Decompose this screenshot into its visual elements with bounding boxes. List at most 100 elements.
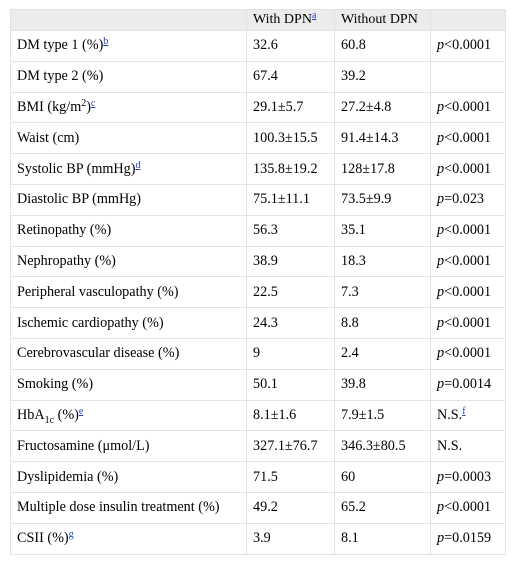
- cell-p-value: p=0.0159: [430, 522, 506, 555]
- cell-without-dpn: 35.1: [334, 214, 431, 247]
- cell-variable: Fructosamine (μmol/L): [10, 430, 247, 463]
- table-row: Cerebrovascular disease (%) 9 2.4 p<0.0001: [10, 337, 506, 370]
- row-label: DM type 1 (%): [17, 37, 104, 54]
- footnote-link-f[interactable]: f: [462, 405, 466, 417]
- table-row: DM type 2 (%) 67.4 39.2: [10, 60, 506, 93]
- cell-variable: Cerebrovascular disease (%): [10, 337, 247, 370]
- cell-variable: DM type 2 (%): [10, 60, 247, 93]
- cell-variable: HbA1c (%)e: [10, 399, 247, 432]
- cell-without-dpn: 73.5±9.9: [334, 183, 431, 216]
- header-empty: [10, 9, 247, 31]
- cell-without-dpn: 60.8: [334, 30, 431, 62]
- row-label: BMI (kg/m: [17, 98, 82, 115]
- row-label: HbA: [17, 406, 45, 423]
- cell-without-dpn: 27.2±4.8: [334, 91, 431, 124]
- row-label-tail: (%): [54, 406, 79, 423]
- footnote-link-e[interactable]: e: [78, 405, 84, 417]
- cell-without-dpn: 39.2: [334, 60, 431, 93]
- footnote-link-d[interactable]: d: [135, 159, 141, 171]
- cell-p-value: p=0.0014: [430, 368, 506, 401]
- p-value: <0.0001: [444, 37, 492, 54]
- cell-without-dpn: 8.1: [334, 522, 431, 555]
- cell-without-dpn: 65.2: [334, 491, 431, 524]
- p-value: =0.023: [444, 191, 485, 208]
- header-without-dpn: Without DPN: [334, 9, 431, 31]
- p-value: N.S.: [437, 406, 463, 423]
- cell-with-dpn: 75.1±11.1: [246, 183, 335, 216]
- cell-without-dpn: 91.4±14.3: [334, 122, 431, 155]
- cell-without-dpn: 128±17.8: [334, 153, 431, 185]
- table-row: CSII (%)g 3.9 8.1 p=0.0159: [10, 522, 506, 555]
- cell-variable: CSII (%)g: [10, 522, 247, 555]
- table-row: Nephropathy (%) 38.9 18.3 p<0.0001: [10, 245, 506, 278]
- p-value: <0.0001: [444, 222, 492, 239]
- p-symbol: p: [437, 530, 445, 547]
- cell-p-value: p=0.0003: [430, 461, 506, 493]
- comparison-table: With DPNa Without DPN DM type 1 (%)b 32.6…: [10, 9, 506, 555]
- cell-without-dpn: 18.3: [334, 245, 431, 278]
- table-body: DM type 1 (%)b 32.6 60.8 p<0.0001 DM type 2 …: [10, 30, 506, 555]
- table-row: Peripheral vasculopathy (%) 22.5 7.3 p<0.00…: [10, 276, 506, 309]
- p-symbol: p: [437, 37, 445, 54]
- p-symbol: p: [437, 499, 445, 516]
- cell-variable: Peripheral vasculopathy (%): [10, 276, 247, 309]
- p-value: =0.0159: [444, 530, 492, 547]
- footnote-link-a[interactable]: a: [311, 10, 317, 21]
- table-row: Retinopathy (%) 56.3 35.1 p<0.0001: [10, 214, 506, 247]
- p-value: =0.0003: [444, 468, 492, 485]
- row-label: Ischemic cardiopathy (%): [17, 314, 164, 331]
- cell-without-dpn: 7.3: [334, 276, 431, 309]
- row-label: Cerebrovascular disease (%): [17, 345, 180, 362]
- cell-without-dpn: 346.3±80.5: [334, 430, 431, 463]
- cell-p-value: [430, 60, 506, 93]
- p-symbol: p: [437, 345, 445, 362]
- p-symbol: p: [437, 252, 445, 269]
- cell-with-dpn: 135.8±19.2: [246, 153, 335, 185]
- cell-with-dpn: 71.5: [246, 461, 335, 493]
- cell-with-dpn: 32.6: [246, 30, 335, 62]
- p-value: <0.0001: [444, 499, 492, 516]
- footnote-link-g[interactable]: g: [68, 529, 74, 541]
- cell-p-value: p<0.0001: [430, 307, 506, 339]
- cell-p-value: N.S.: [430, 430, 506, 463]
- p-symbol: p: [437, 191, 445, 208]
- row-label: Dyslipidemia (%): [17, 468, 119, 485]
- row-label: Multiple dose insulin treatment (%): [17, 499, 220, 516]
- row-label: Nephropathy (%): [17, 252, 116, 269]
- header-p-value: [430, 9, 506, 31]
- row-label: DM type 2 (%): [17, 68, 104, 85]
- label-superscript: 2: [81, 97, 87, 109]
- row-label: Fructosamine (μmol/L): [17, 437, 150, 454]
- cell-variable: DM type 1 (%)b: [10, 30, 247, 62]
- cell-p-value: p<0.0001: [430, 337, 506, 370]
- footnote-link-c[interactable]: c: [90, 97, 96, 109]
- table-row: Systolic BP (mmHg)d 135.8±19.2 128±17.8 p<0…: [10, 153, 506, 185]
- cell-p-value: p<0.0001: [430, 153, 506, 185]
- p-symbol: p: [437, 98, 445, 115]
- cell-p-value: p<0.0001: [430, 30, 506, 62]
- label-subscript: 1c: [44, 414, 55, 426]
- cell-p-value: p<0.0001: [430, 491, 506, 524]
- row-label: Systolic BP (mmHg): [17, 160, 136, 177]
- footnote-link-b[interactable]: b: [103, 36, 109, 48]
- p-symbol: p: [437, 283, 445, 300]
- p-value: <0.0001: [444, 314, 492, 331]
- row-label: CSII (%): [17, 530, 69, 547]
- table-row: Dyslipidemia (%) 71.5 60 p=0.0003: [10, 461, 506, 493]
- cell-p-value: p<0.0001: [430, 245, 506, 278]
- cell-with-dpn: 56.3: [246, 214, 335, 247]
- p-value: =0.0014: [444, 376, 492, 393]
- cell-with-dpn: 29.1±5.7: [246, 91, 335, 124]
- row-label: Diastolic BP (mmHg): [17, 191, 142, 208]
- cell-with-dpn: 67.4: [246, 60, 335, 93]
- cell-variable: BMI (kg/m2)c: [10, 91, 247, 124]
- cell-without-dpn: 7.9±1.5: [334, 399, 431, 432]
- row-label: Smoking (%): [17, 376, 94, 393]
- cell-variable: Waist (cm): [10, 122, 247, 155]
- header-row: With DPNa Without DPN: [10, 9, 506, 31]
- cell-with-dpn: 8.1±1.6: [246, 399, 335, 432]
- table-row: Waist (cm) 100.3±15.5 91.4±14.3 p<0.0001: [10, 122, 506, 155]
- p-symbol: p: [437, 468, 445, 485]
- p-symbol: p: [437, 376, 445, 393]
- p-symbol: p: [437, 160, 445, 177]
